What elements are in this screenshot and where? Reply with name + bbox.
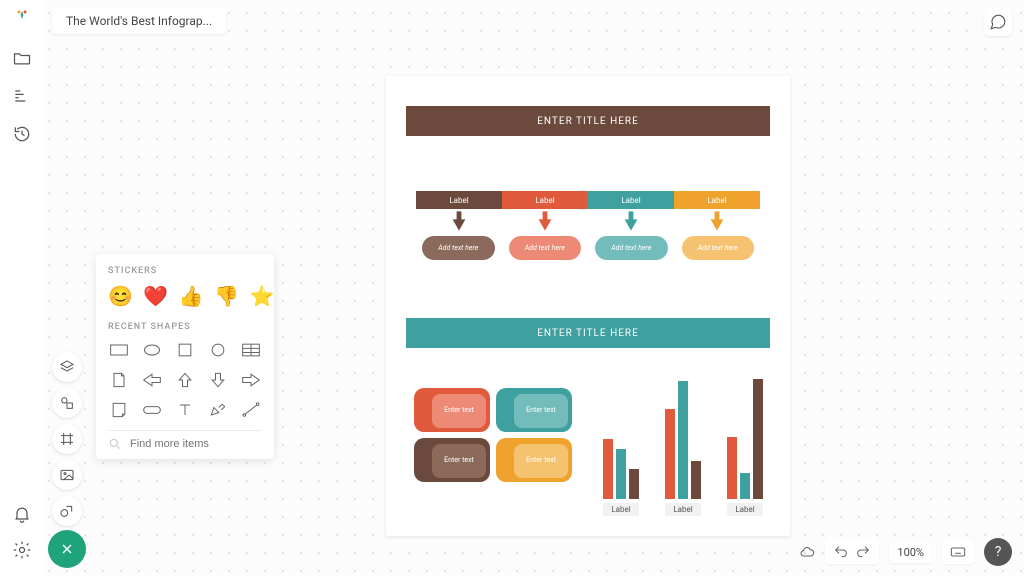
search-icon: [108, 437, 122, 451]
shape-arrow-up[interactable]: [174, 370, 195, 390]
shape-arrow-right[interactable]: [241, 370, 262, 390]
sticker-smile[interactable]: 😊: [108, 284, 133, 308]
shape-arrow-left[interactable]: [141, 370, 162, 390]
panel-search-input[interactable]: [130, 438, 250, 450]
chart-label: Label: [665, 503, 700, 516]
chart-group[interactable]: Label: [596, 379, 646, 516]
zoom-display[interactable]: 100%: [889, 542, 932, 563]
flow-arrow-row: [416, 209, 760, 233]
bell-icon[interactable]: [10, 502, 34, 526]
chart-bar[interactable]: [727, 437, 737, 499]
frame-tool[interactable]: [52, 424, 82, 454]
chart-label: Label: [603, 503, 638, 516]
image-tool[interactable]: [52, 460, 82, 490]
history-icon[interactable]: [10, 122, 34, 146]
flow-segment[interactable]: Label: [674, 191, 760, 209]
sticker-thumbs-up[interactable]: 👍: [179, 284, 204, 308]
app-logo[interactable]: [10, 8, 34, 32]
recent-shapes-header: RECENT SHAPES: [108, 322, 262, 332]
chart-label: Label: [727, 503, 762, 516]
bottom-right-controls: 100% ?: [799, 538, 1012, 566]
chart-group[interactable]: Label: [658, 379, 708, 516]
quad-cards: Enter text Enter text Enter text Enter t…: [414, 388, 572, 482]
quad-card[interactable]: Enter text: [496, 388, 572, 432]
chart-bar[interactable]: [753, 379, 763, 499]
title-bar-1[interactable]: ENTER TITLE HERE: [406, 106, 770, 136]
document-page[interactable]: ENTER TITLE HERE Label Label Label Label…: [386, 76, 790, 536]
chart-bar[interactable]: [616, 449, 626, 499]
quad-card[interactable]: Enter text: [414, 438, 490, 482]
close-fab[interactable]: [48, 530, 86, 568]
shapes-tool[interactable]: [52, 388, 82, 418]
chart-group[interactable]: Label: [720, 379, 770, 516]
flow-segment[interactable]: Label: [502, 191, 588, 209]
flow-pill[interactable]: Add text here: [509, 236, 582, 260]
shape-field[interactable]: [141, 400, 162, 420]
shape-table[interactable]: [241, 340, 262, 360]
bar-chart-area: Label Label Label: [596, 376, 774, 516]
shape-square[interactable]: [174, 340, 195, 360]
chart-bar[interactable]: [740, 473, 750, 499]
keyboard-button[interactable]: [942, 540, 974, 564]
flow-arrow-icon: [416, 209, 502, 233]
align-icon[interactable]: [10, 84, 34, 108]
undo-icon[interactable]: [833, 544, 849, 560]
comment-button[interactable]: [984, 8, 1012, 36]
shapes-panel: STICKERS 😊 ❤️ 👍 👎 ⭐ RECENT SHAPES: [96, 254, 274, 459]
layers-tool[interactable]: [52, 352, 82, 382]
flow-pill[interactable]: Add text here: [422, 236, 495, 260]
document-title[interactable]: The World's Best Infograp...: [52, 8, 226, 34]
shape-pen[interactable]: [208, 400, 229, 420]
stickers-header: STICKERS: [108, 266, 262, 276]
left-rail: [0, 0, 44, 576]
flow-segment[interactable]: Label: [588, 191, 674, 209]
sticker-row: 😊 ❤️ 👍 👎 ⭐: [108, 284, 262, 308]
chart-bar[interactable]: [603, 439, 613, 499]
flow-pill[interactable]: Add text here: [682, 236, 755, 260]
folder-icon[interactable]: [10, 46, 34, 70]
flow-segment[interactable]: Label: [416, 191, 502, 209]
flow-arrow-icon: [588, 209, 674, 233]
quad-card[interactable]: Enter text: [414, 388, 490, 432]
shape-page[interactable]: [108, 370, 129, 390]
shape-arrow-down[interactable]: [208, 370, 229, 390]
chart-bar[interactable]: [678, 381, 688, 499]
settings-icon[interactable]: [10, 538, 34, 562]
tool-stack: [52, 352, 82, 526]
shape-connector[interactable]: [241, 400, 262, 420]
flow-pill-row: Add text here Add text here Add text her…: [416, 236, 760, 260]
more-shapes-tool[interactable]: [52, 496, 82, 526]
shape-rect[interactable]: [108, 340, 129, 360]
help-button[interactable]: ?: [984, 538, 1012, 566]
sticker-thumbs-down[interactable]: 👎: [214, 284, 239, 308]
sticker-star[interactable]: ⭐: [250, 284, 275, 308]
undo-redo-group: [825, 540, 879, 564]
chart-bar[interactable]: [629, 469, 639, 499]
quad-card[interactable]: Enter text: [496, 438, 572, 482]
chart-bar[interactable]: [691, 461, 701, 499]
cloud-sync-icon[interactable]: [799, 544, 815, 560]
redo-icon[interactable]: [855, 544, 871, 560]
flow-arrow-icon: [674, 209, 760, 233]
shape-text[interactable]: [174, 400, 195, 420]
title-bar-2[interactable]: ENTER TITLE HERE: [406, 318, 770, 348]
chart-bar[interactable]: [665, 409, 675, 499]
flow-arrow-icon: [502, 209, 588, 233]
shape-circle[interactable]: [208, 340, 229, 360]
shape-note[interactable]: [108, 400, 129, 420]
shape-ellipse[interactable]: [141, 340, 162, 360]
flow-label-bar: Label Label Label Label: [416, 191, 760, 209]
sticker-heart[interactable]: ❤️: [143, 284, 168, 308]
panel-search: [108, 430, 262, 451]
flow-pill[interactable]: Add text here: [595, 236, 668, 260]
